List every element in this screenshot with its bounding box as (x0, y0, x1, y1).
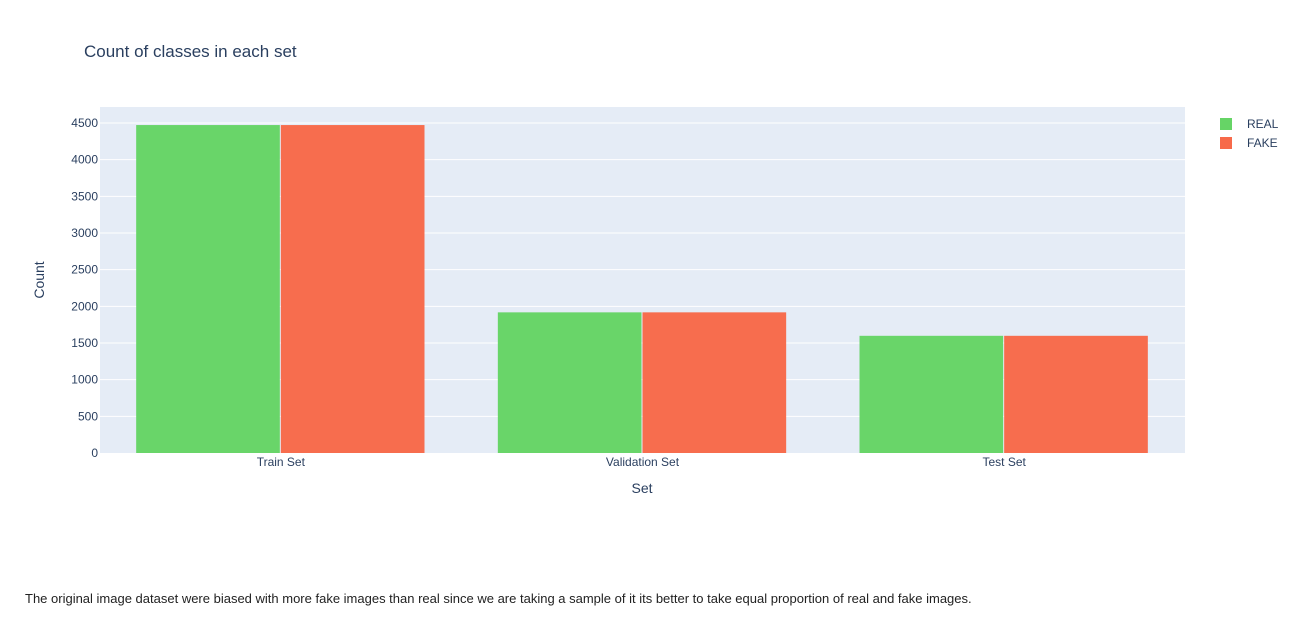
x-tick-label: Train Set (257, 455, 306, 469)
y-tick-label: 3000 (71, 226, 98, 240)
legend-label-real: REAL (1247, 116, 1279, 131)
x-tick-labels: Train Set Validation Set Test Set (257, 455, 1027, 469)
x-tick-label: Validation Set (606, 455, 680, 469)
x-tick-label: Test Set (982, 455, 1026, 469)
y-tick-label: 4000 (71, 153, 98, 167)
bars (136, 125, 1148, 453)
bar-fake-test-set[interactable] (1004, 335, 1148, 453)
legend-swatch-real (1220, 117, 1232, 130)
chart-title: Count of classes in each set (84, 42, 297, 61)
legend-item-real[interactable]: REAL (1220, 114, 1278, 133)
x-axis-label: Set (631, 480, 652, 496)
legend-item-fake[interactable]: FAKE (1220, 133, 1278, 152)
bar-real-validation-set[interactable] (497, 312, 642, 453)
bar-real-train-set[interactable] (136, 125, 280, 453)
y-tick-labels: 0 500 1000 1500 2000 2500 3000 3500 4000 4500 (71, 116, 98, 460)
y-tick-label: 0 (91, 446, 98, 460)
bar-fake-train-set[interactable] (280, 125, 425, 453)
legend: REAL FAKE (1220, 114, 1278, 152)
legend-label-fake: FAKE (1247, 135, 1278, 150)
y-tick-label: 2500 (71, 263, 98, 277)
bar-real-test-set[interactable] (859, 335, 1004, 453)
y-axis-label: Count (31, 261, 47, 298)
caption-note: The original image dataset were biased w… (25, 591, 972, 606)
y-tick-label: 1000 (71, 373, 98, 387)
y-tick-label: 2000 (71, 299, 98, 313)
y-tick-label: 1500 (71, 336, 98, 350)
bar-fake-validation-set[interactable] (642, 312, 787, 453)
y-tick-label: 4500 (71, 116, 98, 130)
y-tick-label: 500 (78, 409, 98, 423)
legend-swatch-fake (1220, 136, 1232, 149)
y-tick-label: 3500 (71, 189, 98, 203)
